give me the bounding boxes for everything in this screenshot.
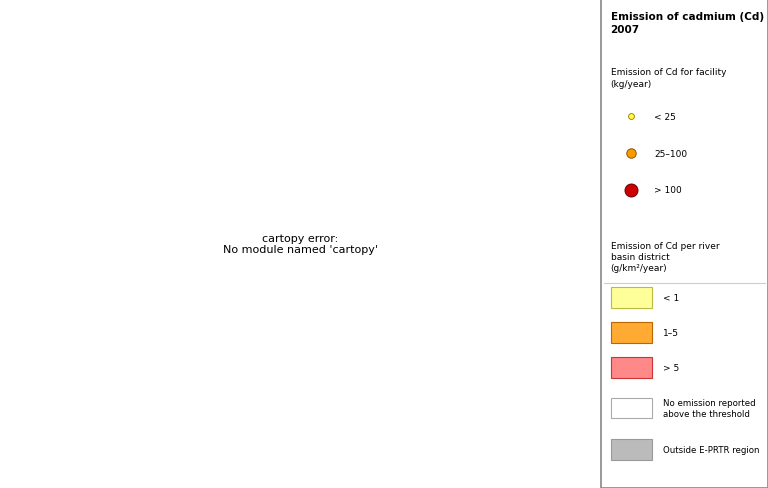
- Text: Emission of Cd for facility
(kg/year): Emission of Cd for facility (kg/year): [611, 68, 726, 88]
- FancyBboxPatch shape: [611, 358, 653, 378]
- Text: 1–5: 1–5: [663, 328, 678, 337]
- Text: Emission of Cd per river
basin district
(g/km²/year): Emission of Cd per river basin district …: [611, 242, 720, 273]
- Text: cartopy error:
No module named 'cartopy': cartopy error: No module named 'cartopy': [223, 233, 378, 255]
- Text: Outside E-PRTR region: Outside E-PRTR region: [663, 445, 759, 454]
- FancyBboxPatch shape: [611, 287, 653, 308]
- FancyBboxPatch shape: [611, 398, 653, 418]
- Text: < 1: < 1: [663, 293, 679, 302]
- Text: < 25: < 25: [654, 113, 676, 122]
- Text: > 5: > 5: [663, 364, 679, 372]
- Text: 25–100: 25–100: [654, 149, 687, 158]
- Text: > 100: > 100: [654, 186, 682, 195]
- Text: No emission reported
above the threshold: No emission reported above the threshold: [663, 398, 755, 418]
- Text: Emission of cadmium (Cd)
2007: Emission of cadmium (Cd) 2007: [611, 12, 763, 35]
- FancyBboxPatch shape: [611, 323, 653, 343]
- FancyBboxPatch shape: [611, 439, 653, 460]
